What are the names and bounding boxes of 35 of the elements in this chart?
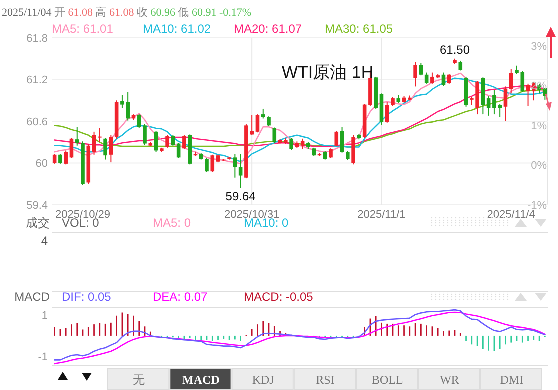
text: DMI <box>500 373 524 387</box>
annotation: 59.64 <box>226 189 256 204</box>
y-tick-label: 61.2 <box>26 74 48 87</box>
text: MA20: 61.07 <box>234 22 302 36</box>
y2-tick-label: 3% <box>531 40 548 53</box>
y2-tick-label: 1% <box>531 120 548 132</box>
text: RSI <box>316 373 335 387</box>
y-tick-label: 60 <box>36 158 48 170</box>
text: MA30: 61.05 <box>325 22 394 36</box>
text: 2025/11/04 开 61.08 高 61.08 收 60.96 低 60.91 -0.17% <box>2 7 252 19</box>
text: MACD <box>182 373 220 387</box>
text: 4 <box>41 234 48 248</box>
y-tick-label: -1 <box>38 352 48 364</box>
y-tick-label: 61.8 <box>26 32 48 45</box>
y2-tick-label: 0% <box>531 160 548 172</box>
text: WR <box>440 373 460 387</box>
text: 无 <box>133 373 146 387</box>
text: WTI原油 1H <box>282 63 374 82</box>
legend-title: 成交 <box>26 216 50 230</box>
text: BOLL <box>372 373 404 387</box>
text: DEA: 0.07 <box>153 290 208 304</box>
y-tick-label: 59.4 <box>26 200 48 212</box>
y-tick-label: 60.6 <box>26 116 48 128</box>
text: KDJ <box>252 373 275 387</box>
legend-label: MA5: 0 <box>153 216 192 230</box>
y-tick-label: 1 <box>42 310 48 322</box>
annotation: 61.50 <box>440 42 470 57</box>
y2-tick-label: 2% <box>531 80 548 93</box>
text: MA5: 61.01 <box>52 22 114 36</box>
text: DIF: 0.05 <box>62 290 112 304</box>
text: MA10: 61.02 <box>143 22 212 36</box>
text: MACD: -0.05 <box>244 290 314 304</box>
x-tick-label: 2025/11/1 <box>358 209 406 221</box>
legend-title: MACD <box>14 290 50 304</box>
x-tick-label: 2025/11/4 <box>487 209 536 221</box>
